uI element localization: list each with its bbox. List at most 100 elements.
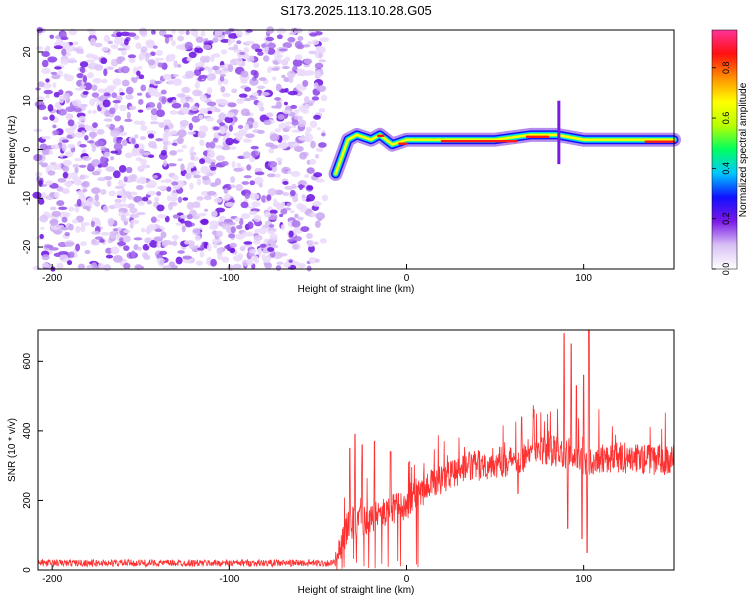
spectrogram-noise-speck [320, 132, 326, 137]
spectrogram-noise-speck [78, 164, 87, 168]
spectrogram-noise-speck [213, 33, 219, 39]
spectrogram-noise-speck [160, 89, 167, 95]
spectrogram-noise-speck [157, 214, 167, 219]
spectrogram-noise-speck [112, 78, 122, 86]
spectrogram-noise-speck [275, 101, 282, 109]
spectrogram-noise-speck [176, 149, 184, 153]
snr-x-ticks: -200 -100 0 100 [42, 565, 592, 585]
spectrogram-noise-speck [139, 135, 146, 141]
spectrogram-noise-speck [41, 67, 51, 75]
spectrogram-noise-speck [161, 96, 167, 105]
spectrogram-noise-speck [193, 30, 199, 38]
spectrogram-noise-speck [49, 114, 55, 121]
spectrogram-noise-speck [233, 43, 239, 50]
spectrogram-noise-speck [84, 134, 89, 141]
spectrogram-noise-speck [297, 119, 307, 127]
spectrogram-noise-speck [156, 240, 161, 249]
spectrogram-noise-speck [278, 252, 288, 257]
spectrogram-noise-speck [133, 120, 142, 125]
spectrogram-y-tick-label: -20 [22, 239, 33, 254]
spectrogram-noise-speck [64, 180, 73, 187]
spectrogram-noise-speck [231, 160, 236, 169]
spectrogram-noise-speck [286, 70, 296, 78]
spectrogram-noise-speck [90, 239, 100, 246]
spectrogram-noise-speck [137, 109, 144, 113]
spectrogram-noise-speck [67, 119, 75, 127]
spectrogram-noise-speck [231, 88, 238, 94]
spectrogram-noise-speck [185, 30, 190, 36]
spectrogram-noise-speck [215, 230, 224, 238]
spectrogram-noise-speck [294, 54, 303, 61]
spectrogram-noise-speck [154, 228, 163, 233]
spectrogram-noise-speck [244, 232, 255, 237]
spectrogram-noise-speck [62, 165, 70, 173]
spectrogram-noise-speck [146, 102, 156, 109]
spectrogram-noise-speck [240, 201, 249, 209]
spectrogram-noise-speck [221, 223, 232, 230]
spectrogram-x-tick-label: -100 [219, 273, 239, 284]
colorbar: 0.0 0.2 0.4 0.6 0.8 Normalized spectral ampl… [711, 29, 749, 275]
spectrogram-noise-speck [94, 42, 103, 48]
spectrogram-noise-speck [87, 110, 93, 114]
spectrogram-noise-speck [282, 58, 287, 66]
spectrogram-noise-speck [206, 87, 213, 95]
spectrogram-noise-speck [277, 54, 283, 59]
spectrogram-noise-speck [157, 62, 164, 68]
spectrogram-noise-speck [243, 175, 252, 179]
figure-title: S173.2025.113.10.28.G05 [280, 3, 432, 18]
spectrogram-noise-speck [182, 255, 192, 260]
spectrogram-noise-speck [146, 200, 153, 205]
spectrogram-noise-speck [146, 224, 157, 232]
spectrogram-noise-speck [52, 164, 58, 171]
spectrogram-noise-speck [267, 42, 276, 49]
spectrogram-noise-speck [73, 254, 79, 258]
spectrogram-noise-speck [97, 177, 107, 182]
spectrogram-noise-speck [304, 174, 310, 178]
spectrogram-noise-speck [192, 227, 201, 235]
spectrogram-noise-speck [140, 84, 147, 92]
spectrogram-noise-speck [48, 150, 53, 155]
spectrogram-noise-speck [176, 64, 182, 68]
spectrogram-noise-speck [198, 74, 208, 79]
spectrogram-noise-speck [233, 167, 244, 172]
spectrogram-noise-speck [47, 104, 54, 112]
spectrogram-noise-speck [99, 156, 107, 164]
spectrogram-noise-speck [54, 191, 60, 199]
spectrogram-noise-speck [168, 202, 174, 211]
spectrogram-noise-speck [162, 132, 173, 137]
spectrogram-noise-speck [49, 218, 59, 226]
spectrogram-noise-speck [280, 134, 290, 141]
spectrogram-noise-speck [260, 92, 270, 96]
spectrogram-noise-speck [38, 180, 43, 187]
spectrogram-noise-speck [74, 166, 79, 174]
spectrogram-noise-speck [211, 238, 222, 243]
spectrogram-noise-speck [306, 240, 315, 248]
spectrogram-noise-speck [267, 230, 275, 235]
spectrogram-noise-speck [159, 250, 168, 256]
spectrogram-noise-speck [307, 40, 313, 45]
spectrogram-noise-speck [259, 243, 267, 248]
spectrogram-noise-speck [210, 210, 218, 218]
spectrogram-noise-speck [258, 77, 267, 82]
spectrogram-noise-speck [318, 51, 323, 59]
spectrogram-noise-speck [158, 29, 167, 37]
spectrogram-noise-speck [170, 264, 178, 269]
spectrogram-noise-speck [292, 235, 302, 242]
spectrogram-noise-speck [81, 130, 86, 135]
spectrogram-noise-speck [181, 86, 191, 94]
spectrogram-noise-speck [309, 70, 315, 76]
spectrogram-noise-speck [299, 204, 308, 213]
spectrogram-noise-speck [160, 231, 167, 239]
spectrogram-noise-speck [243, 47, 250, 53]
spectrogram-noise-speck [250, 255, 259, 262]
spectrogram-noise-speck [52, 124, 57, 129]
spectrogram-noise-speck [114, 185, 125, 190]
spectrogram-noise-speck [47, 56, 58, 63]
spectrogram-noise-speck [129, 213, 140, 219]
spectrogram-noise-speck [123, 245, 130, 251]
spectrogram-noise-speck [175, 44, 184, 50]
spectrogram-noise-speck [172, 185, 181, 190]
spectrogram-noise-speck [105, 254, 114, 259]
spectrogram-noise-speck [135, 42, 142, 50]
spectrogram-noise-speck [249, 156, 256, 163]
